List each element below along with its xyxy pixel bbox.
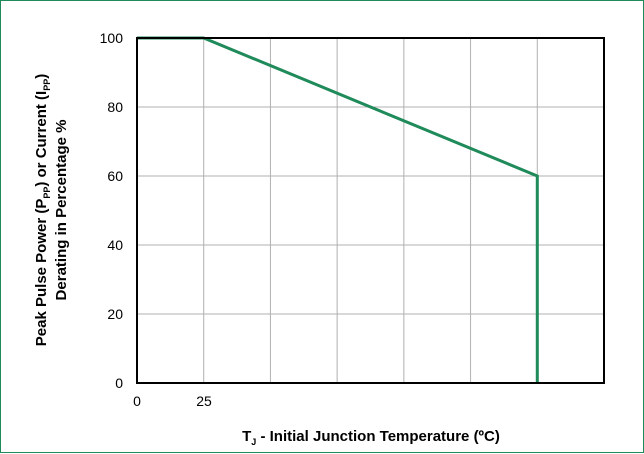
y-tick-label-80: 80	[107, 99, 123, 115]
y-tick-labels: 100 80 60 40 20 0	[100, 30, 124, 391]
grid	[137, 38, 604, 383]
y-tick-label-60: 60	[107, 168, 123, 184]
y-axis-label-line1: Peak Pulse Power (PPP) or Current (IPP)	[33, 74, 52, 346]
plot-area-border	[136, 37, 605, 384]
x-tick-labels: 0 25	[133, 393, 212, 409]
y-tick-label-100: 100	[100, 30, 124, 46]
y-axis-label-line2: Derating in Percentage %	[53, 120, 70, 301]
y-tick-label-20: 20	[107, 306, 123, 322]
y-tick-label-0: 0	[115, 375, 123, 391]
x-tick-label-0: 0	[133, 393, 141, 409]
y-tick-label-40: 40	[107, 237, 123, 253]
x-tick-label-25: 25	[196, 393, 212, 409]
y-axis-label: Peak Pulse Power (PPP) or Current (IPP) …	[33, 74, 70, 346]
x-axis-label: TJ - Initial Junction Temperature (ºC)	[242, 428, 500, 447]
